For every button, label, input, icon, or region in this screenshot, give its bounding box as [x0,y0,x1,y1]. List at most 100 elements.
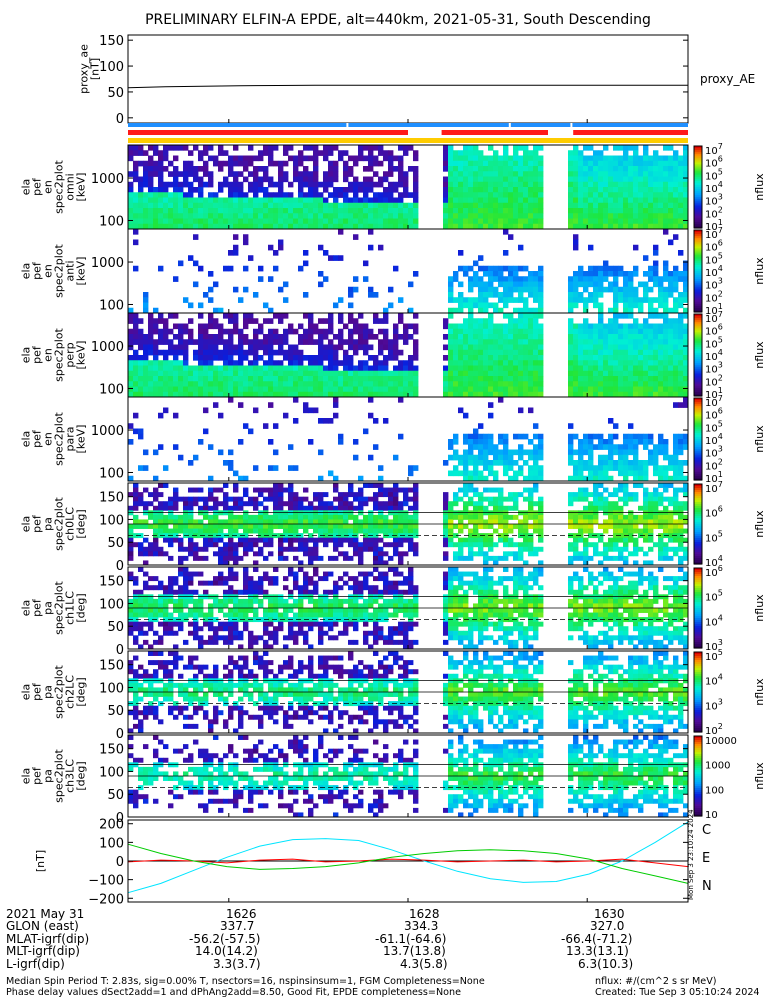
spectrogram-cell [453,386,459,393]
spectrogram-cell [213,307,219,314]
spectrogram-cell [233,286,239,293]
spectrogram-cell [538,307,544,314]
spectrogram-cell [468,302,474,309]
spectrogram-cell [478,376,484,382]
spectrogram-cell [328,181,334,188]
spectrogram-cell [128,197,134,204]
spectrogram-cell [578,386,584,393]
spectrogram-cell [678,208,684,214]
spectrogram-cell [303,391,309,398]
spectrogram-cell [538,160,544,167]
spectrogram-cell [203,218,209,225]
spectrogram-cell [633,546,639,552]
spectrogram-cell [263,302,269,309]
spectrogram-cell [523,192,529,198]
spectrogram-cell [148,208,154,214]
spectrogram-cell [523,487,529,493]
spectrogram-cell [253,344,259,351]
spectrogram-cell [293,376,299,382]
spectrogram-cell [373,444,379,450]
spectrogram-cell [453,449,459,456]
spectrogram-cell [303,542,309,548]
spectrogram-cell [393,501,399,507]
spectrogram-cell [378,492,384,498]
spectrogram-cell [668,223,674,230]
spectrogram-cell [518,339,524,345]
spectrogram-cell [243,197,249,204]
spectrogram-cell [258,524,264,529]
ylabel-line: spec2plot [53,244,66,298]
spectrogram-cell [318,208,324,214]
spectrogram-cell [498,271,504,277]
spectrogram-cell [138,360,144,366]
spectrogram-cell [473,470,479,477]
spectrogram-cell [668,145,674,151]
spectrogram-cell [473,360,479,366]
spectrogram-cell [388,355,394,361]
spectrogram-cell [293,528,299,534]
spectrogram-cell [298,514,304,520]
spectrogram-cell [598,492,604,498]
colorbar-cell [694,240,702,243]
spectrogram-cell [208,444,214,450]
spectrogram-cell [443,176,449,183]
spectrogram-cell [668,370,674,377]
spectrogram-cell [298,265,304,272]
spectrogram-cell [193,176,199,183]
spectrogram-cell [278,381,284,387]
spectrogram-cell [453,465,459,471]
spectrogram-cell [528,391,534,398]
spectrogram-cell [528,166,534,172]
spectrogram-cell [658,313,664,319]
spectrogram-cell [278,546,284,552]
spectrogram-cell [603,355,609,361]
spectrogram-cell [668,349,674,356]
spectrogram-cell [608,542,614,548]
spectrogram-cell [668,355,674,361]
spectrogram-cell [598,271,604,277]
spectrogram-cell [383,551,389,557]
spectrogram-cell [448,187,454,193]
colorbar-cell [694,389,702,393]
spectrogram-cell [673,381,679,387]
spectrogram-cell [658,155,664,162]
spectrogram-cell [378,145,384,151]
spectrogram-cell [593,208,599,214]
spectrogram-cell [353,344,359,351]
spectrogram-cell [458,542,464,548]
spectrogram-cell [628,202,634,209]
spectrogram-cell [143,160,149,167]
spectrogram-cell [613,192,619,198]
spectrogram-cell [623,297,629,303]
spectrogram-cell [583,160,589,167]
spectrogram-cell [273,202,279,209]
spectrogram-cell [343,365,349,372]
spectrogram-cell [623,365,629,372]
spectrogram-cell [223,265,229,272]
spectrogram-cell [228,265,234,272]
spectrogram-cell [613,171,619,177]
spectrogram-cell [258,208,264,214]
spectrogram-cell [538,213,544,219]
colorbar-cell [694,277,702,280]
spectrogram-cell [213,505,219,511]
spectrogram-cell [673,439,679,445]
colorbar-cell [694,303,702,307]
spectrogram-cell [248,313,254,319]
spectrogram-cell [223,551,229,557]
spectrogram-cell [268,402,274,408]
spectrogram-cell [448,349,454,356]
spectrogram-cell [228,376,234,382]
spectrogram-cell [188,487,194,493]
spectrogram-cell [528,276,534,282]
spectrogram-cell [163,181,169,188]
spectrogram-cell [183,223,189,230]
spectrogram-cell [483,505,489,511]
spectrogram-cell [513,524,519,529]
spectrogram-cell [233,187,239,193]
spectrogram-cell [298,323,304,330]
spectrogram-cell [153,145,159,151]
spectrogram-cell [298,370,304,377]
spectrogram-cell [198,360,204,366]
spectrogram-cell [448,307,454,314]
